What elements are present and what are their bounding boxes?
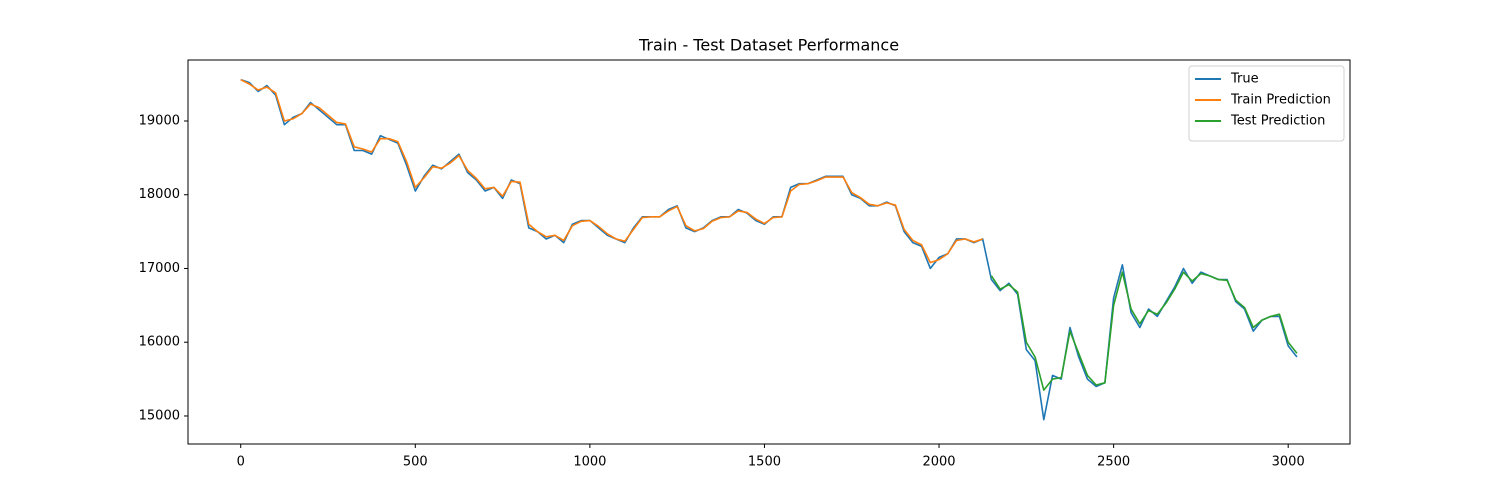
data-line xyxy=(990,271,1298,391)
legend-label: True xyxy=(1230,72,1259,87)
y-tick-label: 19000 xyxy=(139,113,180,128)
x-tick-label: 500 xyxy=(403,455,428,470)
y-tick-label: 16000 xyxy=(139,335,180,350)
y-tick-label: 17000 xyxy=(139,261,180,276)
x-tick-label: 3000 xyxy=(1272,455,1305,470)
legend-label: Test Prediction xyxy=(1230,114,1325,129)
x-tick-label: 0 xyxy=(237,455,245,470)
x-tick-label: 1000 xyxy=(573,455,606,470)
data-line xyxy=(240,78,983,264)
legend-box xyxy=(1188,65,1345,142)
y-tick-label: 18000 xyxy=(139,187,180,202)
plot-frame xyxy=(187,59,1351,445)
chart-title: Train - Test Dataset Performance xyxy=(638,36,899,55)
legend-label: Train Prediction xyxy=(1230,93,1331,108)
x-tick-label: 2500 xyxy=(1097,455,1130,470)
x-tick-label: 2000 xyxy=(922,455,955,470)
x-tick-label: 1500 xyxy=(748,455,781,470)
y-tick-label: 15000 xyxy=(139,408,180,423)
